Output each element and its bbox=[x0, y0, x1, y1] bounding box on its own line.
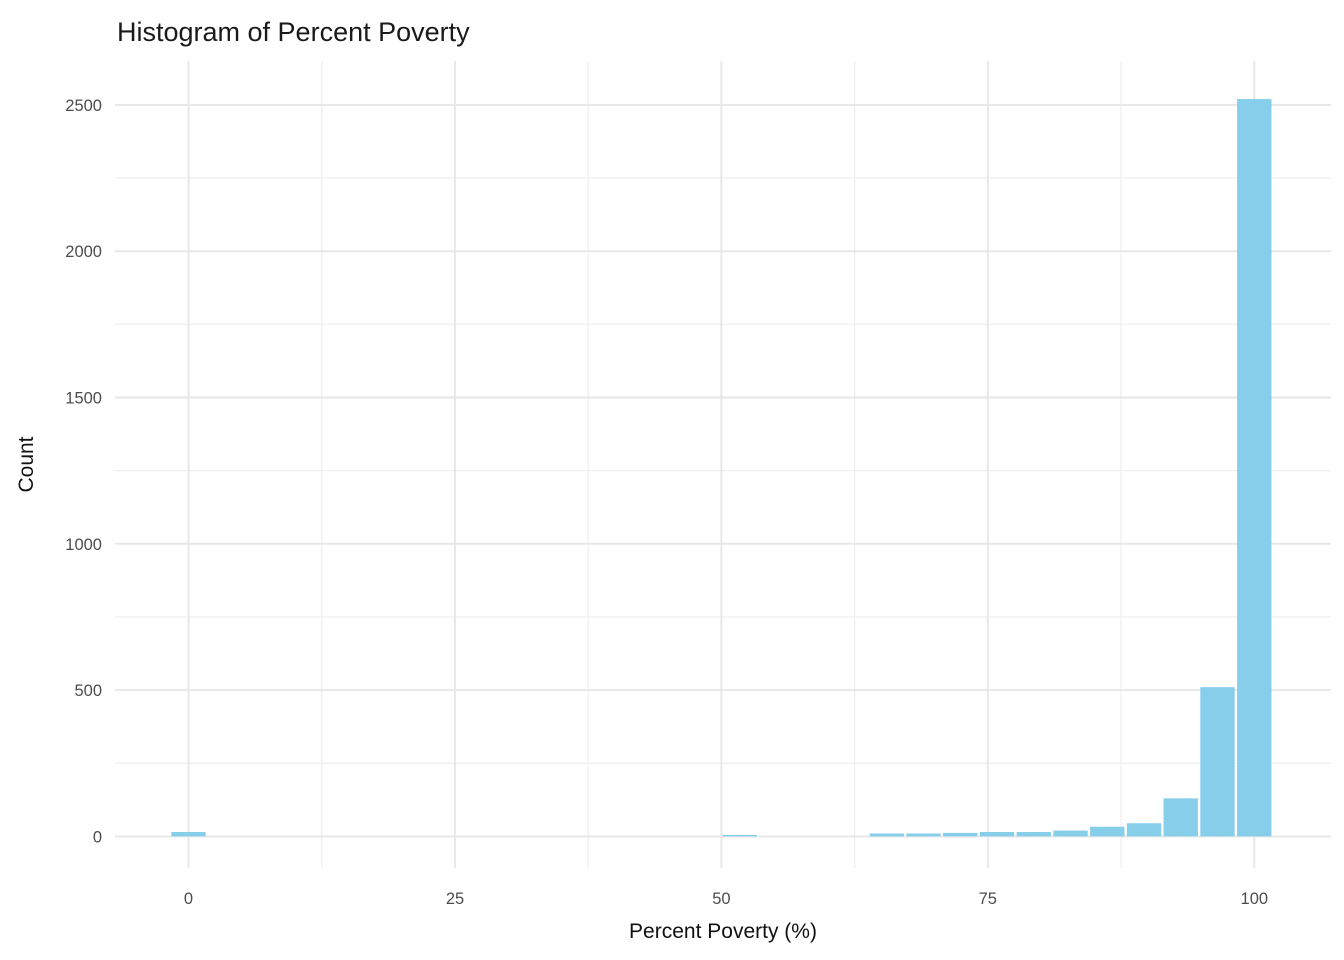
histogram-bar bbox=[1237, 99, 1272, 837]
y-tick-label: 2000 bbox=[65, 243, 102, 261]
x-axis-title: Percent Poverty (%) bbox=[629, 920, 817, 943]
histogram-bar bbox=[1090, 826, 1125, 837]
histogram-bar bbox=[1163, 798, 1198, 837]
histogram-bar bbox=[722, 834, 757, 837]
x-axis-tick-labels: 0 25 50 75 100 bbox=[184, 890, 1268, 908]
y-tick-label: 500 bbox=[74, 682, 102, 700]
x-tick-label: 100 bbox=[1241, 890, 1269, 908]
histogram-bar bbox=[1053, 830, 1088, 837]
histogram-bar bbox=[943, 832, 978, 837]
plot-title: Histogram of Percent Poverty bbox=[117, 17, 470, 47]
x-tick-label: 50 bbox=[712, 890, 730, 908]
y-axis-title: Count bbox=[15, 436, 38, 492]
minor-gridlines bbox=[115, 61, 1331, 868]
major-gridlines bbox=[115, 61, 1331, 868]
histogram-bar bbox=[1016, 832, 1051, 837]
y-tick-label: 2500 bbox=[65, 97, 102, 115]
y-tick-label: 1000 bbox=[65, 536, 102, 554]
histogram-bar bbox=[171, 832, 206, 837]
x-tick-label: 25 bbox=[446, 890, 464, 908]
y-tick-label: 0 bbox=[93, 828, 102, 846]
histogram-bar bbox=[1126, 823, 1162, 837]
histogram-bar bbox=[979, 832, 1015, 837]
histogram-bars bbox=[171, 99, 1272, 837]
x-tick-label: 75 bbox=[979, 890, 997, 908]
histogram-bar bbox=[1200, 687, 1235, 837]
histogram-bar bbox=[869, 833, 904, 837]
histogram-bar bbox=[906, 833, 941, 837]
y-axis-tick-labels: 0 500 1000 1500 2000 2500 bbox=[65, 97, 102, 847]
x-tick-label: 0 bbox=[184, 890, 193, 908]
y-tick-label: 1500 bbox=[65, 390, 102, 408]
